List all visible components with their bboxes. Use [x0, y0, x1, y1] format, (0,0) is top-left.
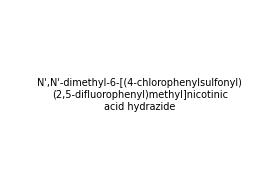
Text: N',N'-dimethyl-6-[(4-chlorophenylsulfonyl)
(2,5-difluorophenyl)methyl]nicotinic
: N',N'-dimethyl-6-[(4-chlorophenylsulfony…: [37, 78, 242, 111]
